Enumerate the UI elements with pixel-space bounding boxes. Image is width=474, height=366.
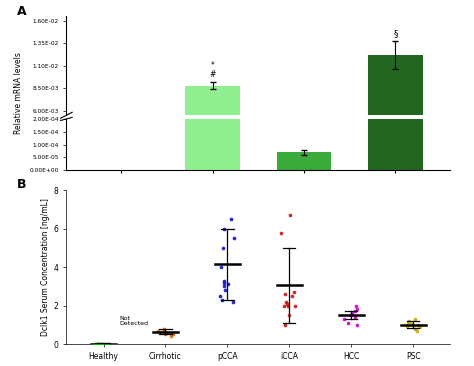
Point [407, 321, 415, 327]
Point [168, 333, 175, 339]
Point [404, 320, 412, 326]
Point [168, 330, 175, 336]
Text: A: A [17, 5, 26, 18]
Point [289, 293, 296, 299]
Point [346, 312, 354, 318]
Point [281, 291, 289, 297]
Point [169, 332, 177, 337]
Point [351, 309, 359, 314]
Text: *
#: * # [210, 61, 216, 79]
Point [94, 341, 101, 347]
Point [95, 341, 102, 347]
Point [220, 226, 228, 232]
Point [280, 303, 288, 309]
Point [413, 328, 420, 333]
Point [348, 310, 356, 316]
Point [160, 326, 168, 332]
Point [227, 216, 235, 222]
Point [286, 212, 294, 218]
Point [230, 235, 238, 241]
Point [221, 287, 229, 293]
Point [411, 316, 419, 322]
Y-axis label: Dclk1 Serum Concentration [ng/mL]: Dclk1 Serum Concentration [ng/mL] [41, 198, 50, 336]
Text: B: B [17, 178, 26, 191]
Point [285, 312, 293, 318]
Point [281, 322, 288, 328]
Bar [277, 164, 331, 165]
Point [93, 341, 101, 347]
Text: Not
Detected: Not Detected [119, 315, 148, 326]
Point [282, 299, 290, 305]
Point [284, 303, 292, 309]
Point [103, 341, 111, 347]
Point [283, 301, 291, 307]
Point [220, 280, 228, 285]
Bar [368, 0, 423, 170]
Point [340, 316, 348, 322]
Point [220, 278, 228, 284]
Point [405, 318, 413, 324]
Point [220, 283, 228, 289]
Point [344, 320, 352, 326]
Point [414, 322, 422, 328]
Point [157, 329, 165, 335]
Point [162, 329, 170, 335]
Point [291, 289, 298, 295]
Point [278, 230, 285, 236]
Point [411, 326, 419, 332]
Point [352, 314, 359, 320]
Point [219, 297, 226, 303]
Bar [185, 0, 240, 170]
Point [292, 303, 299, 309]
Point [403, 323, 411, 329]
Bar [277, 152, 331, 170]
Point [99, 341, 106, 347]
Point [161, 327, 168, 333]
Point [161, 332, 169, 337]
Point [217, 293, 224, 299]
Bar [368, 55, 423, 165]
Point [219, 245, 227, 251]
Bar [185, 86, 240, 165]
Point [224, 281, 232, 287]
Point [154, 328, 161, 333]
Point [353, 307, 361, 313]
Point [229, 299, 237, 305]
Point [217, 264, 225, 270]
Point [91, 341, 99, 347]
Point [162, 330, 170, 336]
Point [352, 303, 359, 309]
Point [97, 341, 104, 347]
Text: §: § [393, 29, 398, 38]
Text: Relative mRNA levels: Relative mRNA levels [15, 52, 23, 134]
Point [353, 322, 361, 328]
Point [417, 324, 424, 330]
